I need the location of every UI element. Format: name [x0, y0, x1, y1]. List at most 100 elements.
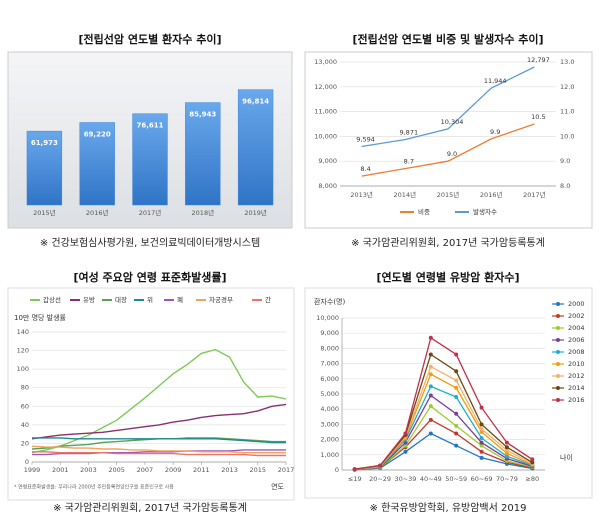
x-tick-label: 2017년 [523, 190, 546, 199]
y-tick-label: 10,000 [316, 314, 339, 322]
series-line [31, 445, 286, 454]
point [530, 460, 535, 465]
y-tick-label: 0 [25, 458, 29, 466]
point [428, 417, 433, 422]
point [454, 411, 459, 416]
x-tick-label: 2011 [193, 466, 210, 474]
y-tick-label: 100 [17, 365, 29, 373]
legend-label: 발생자수 [473, 207, 497, 216]
value-label: 9.0 [447, 150, 457, 158]
series-line [361, 66, 535, 148]
bar [26, 130, 63, 206]
source-note: ※ 한국유방암학회, 유방암백서 2019 [370, 502, 527, 514]
x-tick-label: 2001 [52, 466, 69, 474]
value-label: 12,797 [527, 56, 550, 64]
point [479, 443, 484, 448]
point [479, 426, 484, 431]
value-label: 10.5 [531, 113, 545, 121]
x-tick-label: 2007 [137, 466, 154, 474]
legend-label: 위 [147, 296, 153, 304]
value-label: 11,944 [484, 77, 507, 85]
point [428, 364, 433, 369]
point [403, 443, 408, 448]
value-label: 10,304 [441, 118, 464, 126]
x-tick-label: 70~79 [496, 475, 518, 483]
x-tick-label: 2013년 [350, 190, 373, 199]
point [479, 449, 484, 454]
x-tick-label: 40~49 [420, 475, 442, 483]
x-tick-label: ≥80 [525, 475, 539, 483]
y-tick-label: 60 [21, 402, 29, 410]
y-tick-label: 40 [21, 421, 29, 429]
x-tick-label: 2015년 [33, 208, 56, 217]
value-label: 8.4 [360, 165, 370, 173]
y-axis-label: 10만 명당 발생률 [14, 313, 67, 322]
y-tick-label: 2,000 [320, 436, 339, 444]
footnote: * 연령표준화발생률: 우리나라 2000년 주민등록연앙인구를 표준인구로 사… [14, 484, 174, 491]
value-label: 61,973 [31, 139, 58, 147]
legend-label: 2002 [568, 312, 585, 320]
x-tick-label: 2005 [108, 466, 125, 474]
x-tick-label: 2009 [165, 466, 182, 474]
x-tick-label: 2015년 [437, 190, 460, 199]
series-line [354, 432, 533, 471]
point [454, 369, 459, 374]
legend-label: 2008 [568, 348, 585, 356]
y-tick-label: 6,000 [320, 375, 339, 383]
y-tick-label: 12,000 [314, 83, 337, 91]
x-axis-label: 나이 [560, 453, 573, 462]
point [428, 352, 433, 357]
point [454, 431, 459, 436]
x-tick-label: 30~39 [394, 475, 416, 483]
point [454, 378, 459, 383]
bar [237, 89, 274, 206]
point [428, 431, 433, 436]
legend-label: 2016 [568, 396, 585, 404]
point [504, 445, 509, 450]
legend-marker [556, 386, 560, 390]
y-tick-label: 8,000 [318, 182, 337, 190]
value-label: 69,220 [84, 131, 111, 139]
x-tick-label: 2014년 [394, 190, 417, 199]
point [479, 422, 484, 427]
y-tick-label: 140 [17, 328, 29, 336]
point [504, 448, 509, 453]
y-tick-label: 120 [17, 347, 29, 355]
bar [185, 102, 221, 206]
y-axis-label: 환자수(명) [314, 297, 345, 306]
legend-label: 폐 [177, 295, 183, 304]
y-tick-label: 13,000 [314, 58, 337, 66]
x-tick-label: 50~59 [445, 475, 467, 483]
x-tick-label: 2018년 [192, 208, 215, 217]
y-tick-label: 7,000 [320, 360, 339, 368]
legend-marker [556, 362, 560, 366]
series-line [32, 451, 286, 457]
y2-tick-label: 8.0 [560, 182, 570, 190]
legend-label: 자궁경부 [209, 295, 233, 304]
y-tick-label: 80 [21, 384, 29, 392]
y2-tick-label: 11.0 [560, 108, 574, 116]
legend-marker [556, 398, 560, 402]
y-tick-label: 11,000 [314, 108, 337, 116]
source-note: ※ 건강보험심사평가원, 보건의료빅데이터개방시스템 [40, 237, 260, 249]
point [530, 457, 535, 462]
value-label: 76,611 [136, 122, 163, 130]
panel-background [7, 287, 295, 501]
point [479, 430, 484, 434]
point [454, 385, 459, 390]
panel-background [304, 287, 593, 499]
x-tick-label: 2015 [250, 466, 267, 474]
y-tick-label: 4,000 [320, 405, 339, 413]
series-line [32, 437, 286, 444]
y2-tick-label: 9.0 [560, 157, 570, 165]
y-tick-label: 1,000 [320, 451, 339, 459]
legend-label: 갑상선 [43, 295, 61, 304]
y-tick-label: 20 [21, 439, 29, 447]
legend-label: 2012 [568, 372, 585, 380]
x-tick-label: ≤19 [348, 475, 362, 483]
legend-label: 2000 [568, 300, 585, 308]
legend-label: 2006 [568, 336, 585, 344]
series-line [32, 449, 286, 456]
point [454, 395, 459, 400]
y-tick-label: 3,000 [320, 420, 339, 428]
